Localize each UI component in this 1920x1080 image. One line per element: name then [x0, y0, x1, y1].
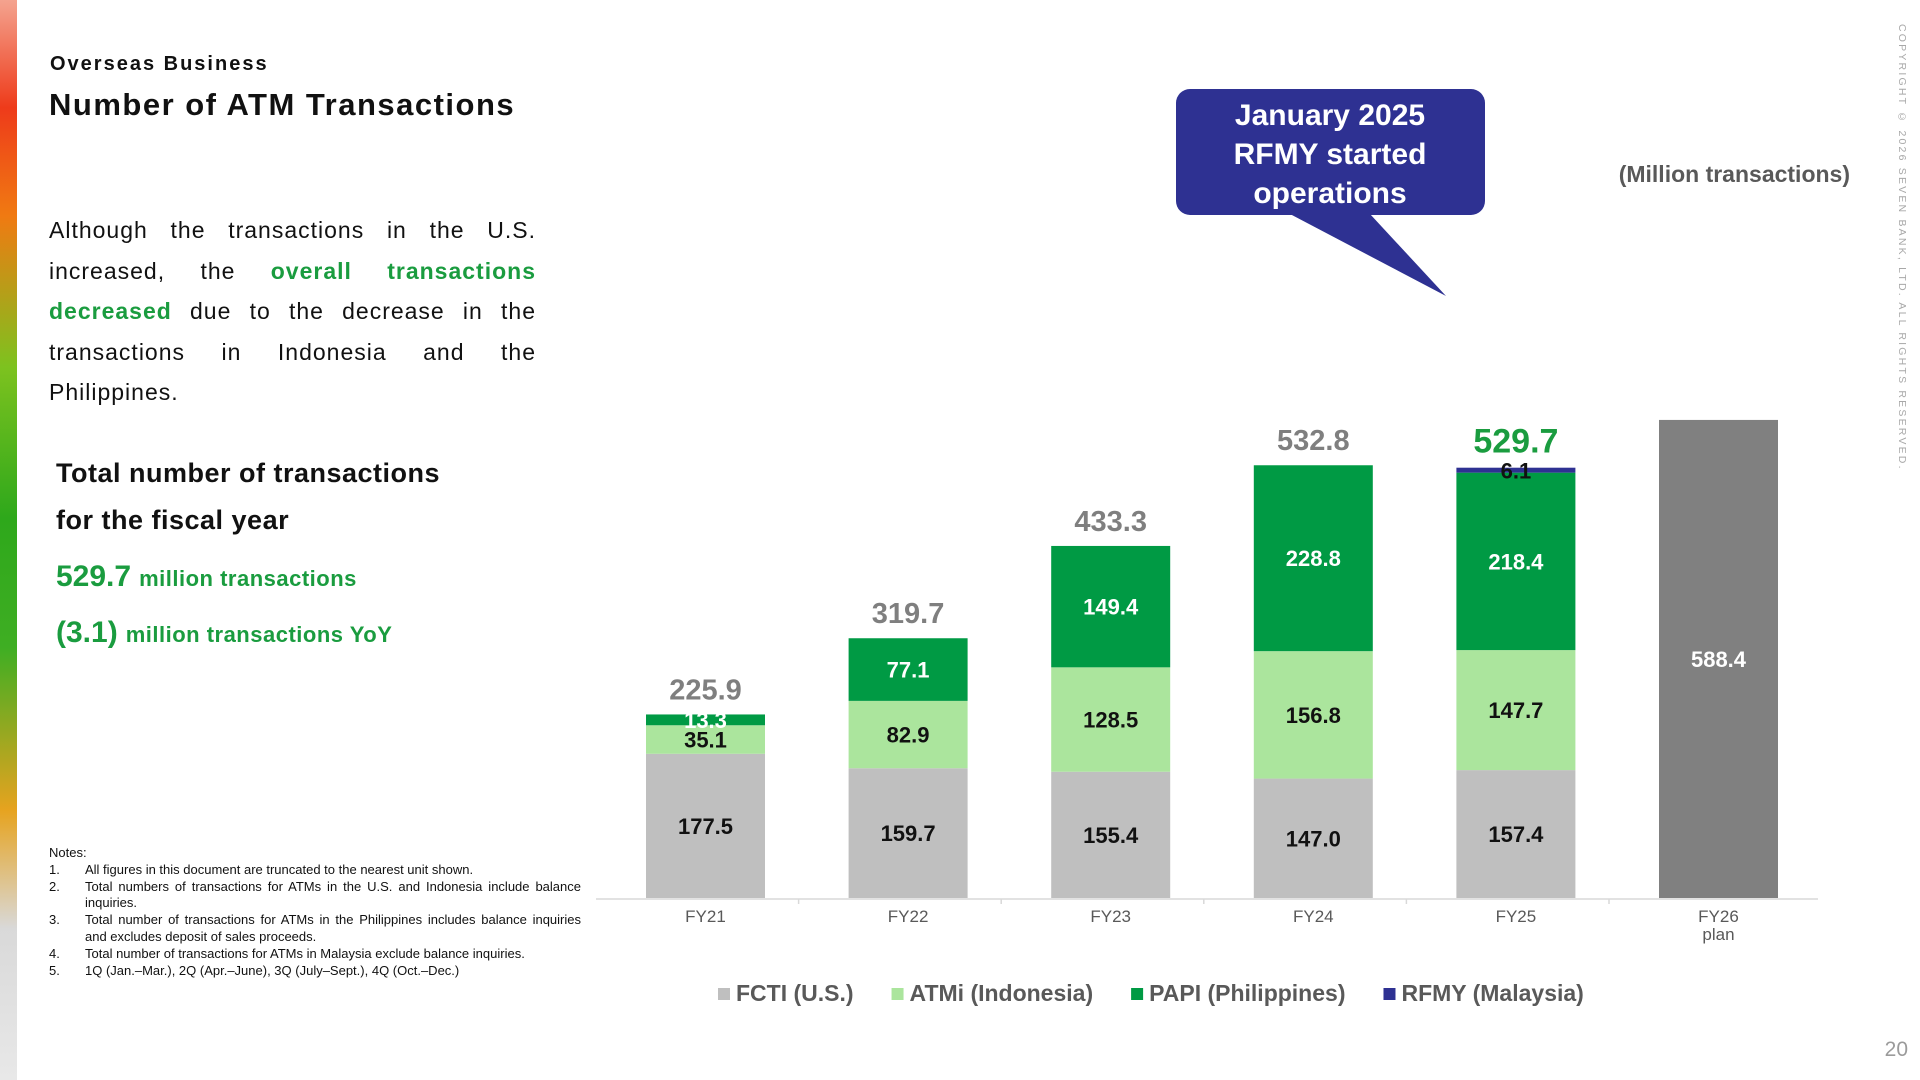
bar-value-label: 13.3	[684, 708, 727, 733]
page-title: Number of ATM Transactions	[49, 87, 516, 122]
bar-segment-atmi	[1051, 667, 1171, 772]
section-label: Overseas Business	[50, 53, 269, 75]
bar-segment-atmi	[1456, 650, 1576, 771]
note-number: 5.	[49, 962, 60, 978]
legend-swatch-fcti	[718, 988, 730, 1000]
legend-swatch-rfmy	[1383, 988, 1396, 1000]
note-item: 3. Total number of transactions for ATMs …	[49, 912, 581, 946]
bar-segment-atmi	[848, 700, 968, 769]
bar-value-label: 128.5	[1083, 708, 1138, 733]
bar-value-label: 218.4	[1488, 549, 1544, 574]
bar-segment-fcti	[1253, 778, 1373, 898]
callout-text: January 2025	[1235, 99, 1425, 132]
x-tick-label: FY26	[1698, 907, 1739, 926]
bar-total-label: 529.7	[1473, 423, 1558, 461]
bar-segment-fcti	[848, 768, 968, 898]
bar-value-label: 6.1	[1501, 459, 1532, 484]
notes-heading: Notes:	[49, 845, 87, 860]
note-item: 5. 1Q (Jan.–Mar.), 2Q (Apr.–June), 3Q (Ju…	[49, 963, 581, 980]
legend-label: ATMi (Indonesia)	[910, 980, 1094, 1006]
legend-label: PAPI (Philippines)	[1149, 980, 1345, 1006]
description-paragraph: Although the transactions in the U.S. in…	[49, 210, 536, 413]
summary-label-line1: Total number of transactions	[56, 458, 441, 488]
bar-segment-fcti	[1051, 771, 1171, 898]
bar-value-label: 82.9	[887, 723, 930, 748]
bar-value-label: 35.1	[684, 728, 727, 753]
x-tick-label: FY21	[685, 907, 726, 926]
note-text: All figures in this document are truncat…	[85, 861, 474, 877]
bar-segment-papi	[1051, 545, 1171, 668]
bar-value-label: 159.7	[881, 821, 936, 846]
bar-value-label: 177.5	[678, 814, 733, 839]
bar-value-label: 156.8	[1286, 703, 1341, 728]
bar-segment-papi	[1456, 472, 1576, 651]
callout-box	[1176, 89, 1485, 215]
callout-text: operations	[1253, 177, 1406, 210]
note-text: 1Q (Jan.–Mar.), 2Q (Apr.–June), 3Q (July…	[85, 962, 460, 978]
bar-segment-rfmy	[1456, 467, 1576, 473]
note-number: 2.	[49, 878, 60, 894]
summary-total: 529.7 million transactions	[56, 560, 357, 594]
bar-value-label: 149.4	[1083, 595, 1139, 620]
callout-text: RFMY started	[1234, 138, 1427, 171]
note-item: 4. Total number of transactions for ATMs …	[49, 946, 581, 963]
copyright-notice: COPYRIGHT © 2026 SEVEN BANK, LTD. ALL RI…	[1896, 24, 1908, 471]
bar-segment-papi	[646, 714, 765, 726]
x-tick-label: FY23	[1090, 907, 1131, 926]
callout-pointer	[1290, 214, 1446, 296]
bar-segment-atmi	[646, 725, 765, 754]
summary-label: Total number of transactions for the fis…	[56, 450, 526, 544]
bar-total-label: 532.8	[1277, 425, 1350, 457]
description-text-2: due to the decrease in the transactions …	[49, 298, 536, 405]
note-text: Total number of transactions for ATMs in…	[85, 945, 525, 961]
note-item: 1. All figures in this document are trunc…	[49, 862, 581, 879]
summary-yoy-unit: million transactions YoY	[125, 622, 393, 647]
note-number: 4.	[49, 945, 60, 961]
x-tick-label: FY24	[1293, 907, 1334, 926]
summary-total-unit: million transactions	[139, 566, 357, 591]
legend-swatch-atmi	[891, 988, 904, 1000]
unit-label: (Million transactions)	[1619, 161, 1850, 187]
legend-label: FCTI (U.S.)	[736, 980, 854, 1006]
page-number: 20	[1884, 1038, 1908, 1061]
bar-segment-papi	[1253, 465, 1373, 652]
bar-total-label: 225.9	[669, 674, 742, 706]
summary-yoy: (3.1) million transactions YoY	[56, 616, 392, 650]
bar-value-label: 147.0	[1286, 826, 1341, 851]
x-tick-label: FY22	[888, 907, 929, 926]
legend-label: RFMY (Malaysia)	[1401, 980, 1583, 1006]
plan-bar	[1659, 419, 1778, 898]
description-highlight: overall transactions decreased	[49, 257, 536, 325]
summary-label-line2: for the fiscal year	[56, 505, 290, 535]
notes-block: Notes: 1. All figures in this document ar…	[49, 845, 581, 979]
bar-value-label: 155.4	[1083, 823, 1139, 848]
bar-segment-fcti	[1456, 770, 1576, 898]
bar-value-label: 228.8	[1286, 546, 1341, 571]
bar-value-label: 157.4	[1488, 822, 1544, 847]
bar-segment-papi	[848, 638, 968, 701]
x-tick-label: plan	[1702, 925, 1734, 944]
bar-total-label: 433.3	[1074, 506, 1147, 538]
x-tick-label: FY25	[1496, 907, 1537, 926]
decorative-gradient-stripe	[0, 0, 17, 1080]
summary-yoy-value: (3.1)	[56, 616, 118, 649]
description-text-1: Although the transactions in the U.S. in…	[49, 217, 536, 284]
bar-segment-fcti	[646, 753, 765, 898]
summary-total-value: 529.7	[56, 560, 132, 593]
note-number: 3.	[49, 912, 60, 928]
legend-swatch-papi	[1131, 988, 1144, 1000]
note-text: Total numbers of transactions for ATMs i…	[85, 878, 581, 911]
note-number: 1.	[49, 861, 60, 877]
bar-segment-atmi	[1253, 651, 1373, 779]
note-item: 2. Total numbers of transactions for ATMs…	[49, 879, 581, 913]
note-text: Total number of transactions for ATMs in…	[85, 912, 581, 944]
bar-value-label: 77.1	[887, 658, 930, 683]
plan-bar-value-label: 588.4	[1691, 647, 1747, 672]
bar-total-label: 319.7	[872, 598, 945, 630]
bar-value-label: 147.7	[1488, 698, 1543, 723]
